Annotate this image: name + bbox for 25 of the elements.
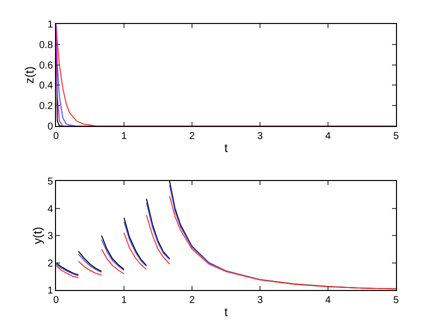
- x-axis-title: t: [224, 140, 228, 155]
- y-axis-title: y(t): [30, 226, 45, 244]
- y-tick-label: 1: [47, 20, 54, 30]
- y-tick-label: 0: [47, 122, 54, 132]
- y-tick-label: 0.8: [39, 40, 54, 51]
- y-tick-label: 0.2: [39, 101, 54, 112]
- x-axis-title: t: [224, 304, 228, 319]
- x-tick-label: 5: [393, 131, 400, 142]
- y-tick-label: 3: [47, 231, 54, 242]
- x-tick-label: 1: [121, 131, 128, 142]
- y-tick-label: 5: [47, 176, 54, 188]
- y-tick-label: 0.4: [39, 80, 54, 92]
- x-tick-label: 1: [121, 295, 128, 306]
- y-tick-label: 4: [47, 204, 54, 215]
- x-tick-label: 3: [257, 131, 264, 142]
- x-tick-label: 5: [393, 295, 400, 306]
- x-tick-label: 3: [257, 295, 264, 306]
- y-tick-label: 1: [47, 286, 54, 296]
- y-tick-label: 0.6: [39, 60, 54, 72]
- x-tick-label: 2: [189, 131, 196, 142]
- x-tick-label: 4: [325, 131, 332, 142]
- y-axis-title: z(t): [22, 66, 36, 84]
- y-tick-label: 2: [47, 258, 54, 270]
- x-tick-label: 2: [189, 295, 196, 306]
- x-tick-label: 4: [325, 295, 332, 306]
